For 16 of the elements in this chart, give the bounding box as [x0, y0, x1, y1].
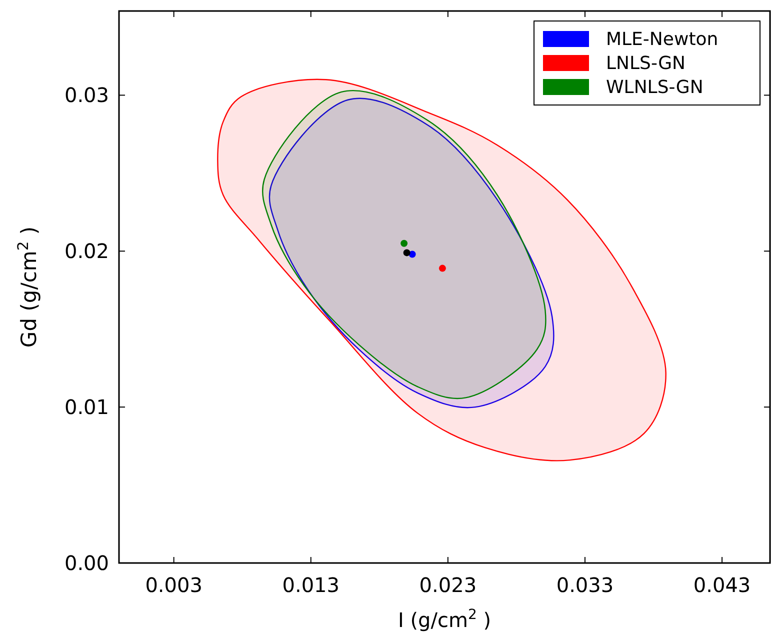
- x-tick-label: 0.003: [145, 573, 202, 597]
- y-tick-label: 0.00: [64, 551, 109, 575]
- x-tick-label: 0.033: [556, 573, 614, 597]
- point: [403, 249, 410, 256]
- legend-label: WLNLS-GN: [606, 77, 704, 98]
- point: [438, 264, 446, 272]
- point: [400, 240, 408, 247]
- y-tick-label: 0.01: [64, 395, 109, 420]
- legend-label: MLE-Newton: [606, 29, 718, 50]
- x-tick-label: 0.023: [419, 573, 477, 597]
- y-tick-label: 0.02: [64, 239, 109, 264]
- x-tick-label: 0.013: [282, 573, 340, 597]
- x-axis-title: I (g/cm$^{2}$ ): [398, 607, 492, 632]
- y-tick-label: 0.03: [64, 83, 109, 108]
- x-tick-label: 0.043: [693, 573, 751, 597]
- legend-label: LNLS-GN: [606, 53, 686, 74]
